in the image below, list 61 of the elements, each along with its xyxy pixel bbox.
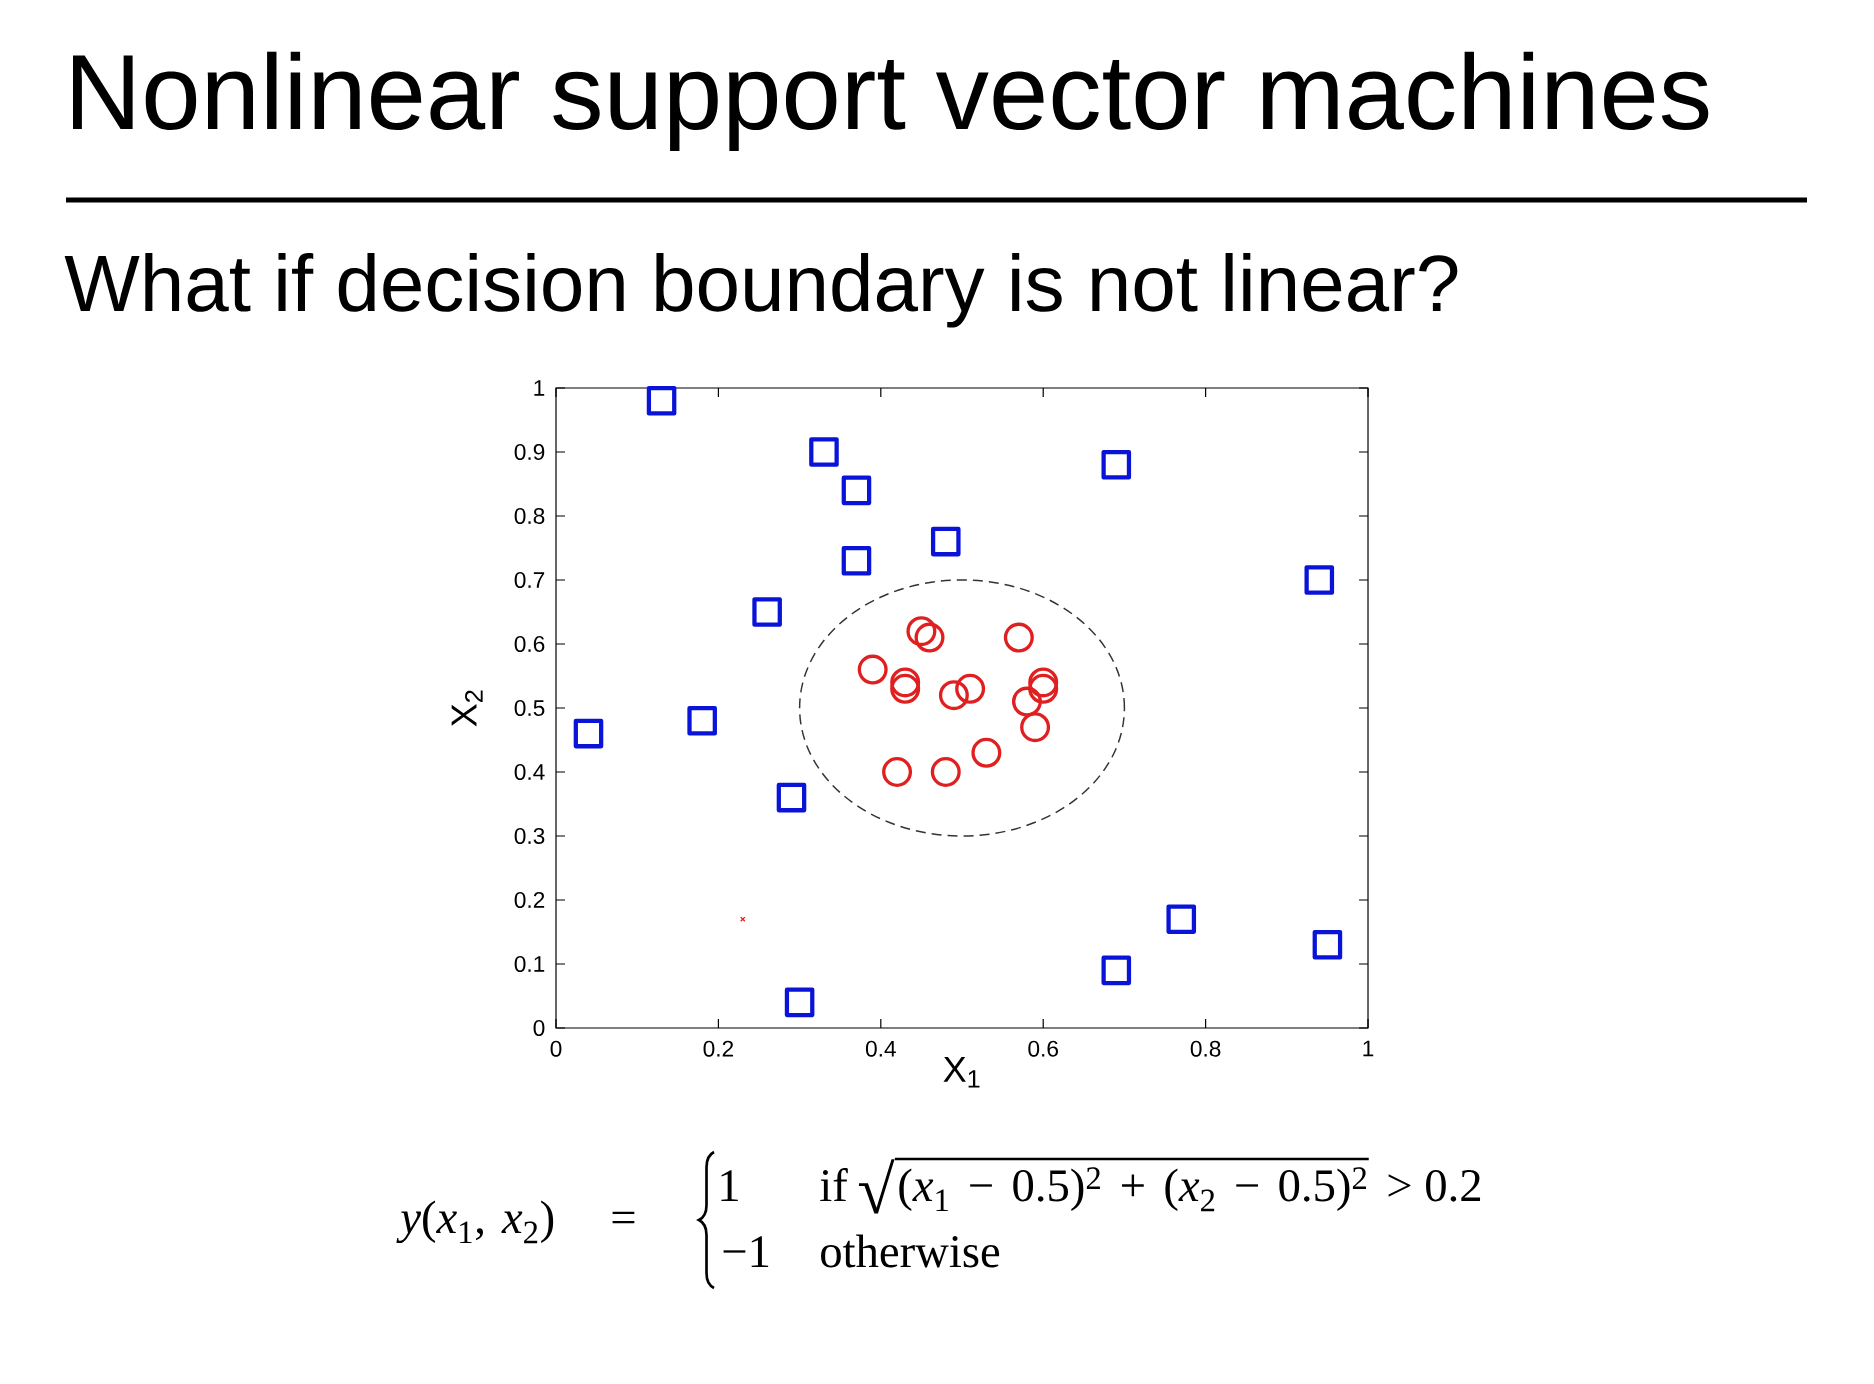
point [752,597,782,627]
text: 1 [721,1170,738,1201]
point [1101,955,1132,986]
point [809,437,839,467]
y-tick-label: 0.4 [514,763,545,781]
text: √ [858,1159,895,1214]
y-tick-label: 0.3 [514,827,545,845]
point [740,916,746,922]
point [1028,667,1059,698]
point [1312,929,1343,960]
text: otherwise [821,1234,1000,1268]
x-tick-label: 0.2 [703,1040,734,1057]
y-tick-label: 0.9 [514,443,545,461]
x-tick-label: 0.8 [1190,1040,1221,1057]
point [914,622,945,653]
point [1304,565,1335,595]
point [938,680,969,711]
point [841,475,872,506]
x-tick-label: 0 [550,1040,562,1057]
point [1020,712,1051,743]
point [930,526,961,557]
point [906,616,937,647]
text: = [612,1211,635,1224]
text: −1 [723,1236,769,1267]
point [1011,686,1042,717]
y-tick-label: 0.5 [514,699,545,717]
point [687,705,717,736]
y-axis-title: X$_{2}$ [451,690,483,727]
point [1166,904,1197,934]
point [857,654,888,685]
chart-subtitle: What if decision boundary is not linear? [64,253,1458,328]
text: (x$_{1}$ − 0.5)$^{2}$ + (x$_{2}$ − 0.5)$^{2}$ [899,1167,1367,1212]
point [890,673,921,704]
x-tick-label: 1 [1363,1040,1374,1057]
x-tick-label: 0.4 [865,1040,896,1057]
y-tick-label: 0.8 [514,507,545,525]
point [890,667,921,698]
y-tick-label: 0.2 [514,891,545,909]
point [784,987,815,1018]
text: > 0.2 [1388,1169,1481,1202]
point [1101,449,1132,480]
y-tick-label: 0.7 [514,571,545,589]
y-tick-label: 0 [533,1019,545,1037]
point [1028,673,1059,704]
text: y(x$_{1}$, x$_{2}$) [396,1200,554,1244]
point [1003,622,1034,653]
y-tick-label: 0.6 [514,635,545,653]
x-tick-label: 0.6 [1028,1040,1058,1057]
x-axis-title: X$_{1}$ [943,1056,980,1088]
point [882,756,913,787]
point [841,545,872,576]
point [573,718,604,749]
text: if [820,1168,848,1201]
point [930,756,961,787]
point [955,673,986,704]
y-tick-label: 1 [534,380,545,396]
point [776,782,807,813]
y-tick-label: 0.1 [514,955,545,973]
point [971,737,1002,768]
point [646,385,677,416]
chart-title: Nonlinear support vector machines [73,51,1709,152]
